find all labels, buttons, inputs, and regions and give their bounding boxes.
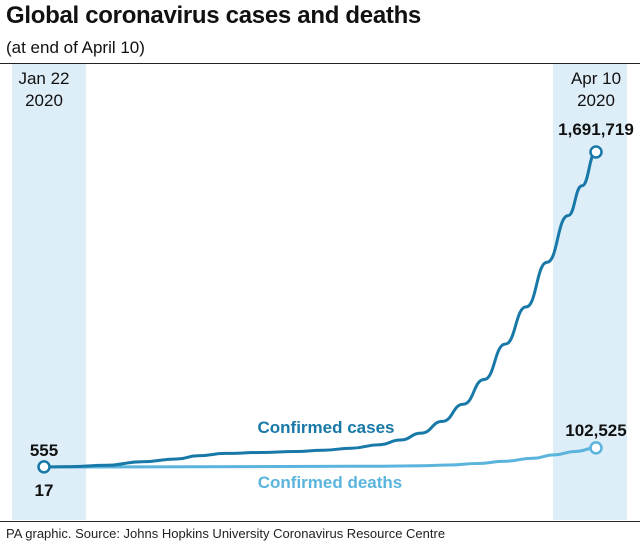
- end-date-band: [553, 64, 627, 520]
- cases-end-value-label: 1,691,719: [558, 120, 634, 139]
- deaths-series-label: Confirmed deaths: [258, 473, 403, 492]
- end-date-label: Apr 10: [571, 69, 621, 88]
- start-date-band: [12, 64, 86, 520]
- cases-end-point-marker: [589, 145, 603, 159]
- header-rule: [0, 63, 640, 64]
- deaths-end-value-label: 102,525: [565, 421, 626, 440]
- cases-series-label: Confirmed cases: [258, 418, 395, 437]
- start-year-label: 2020: [25, 91, 63, 110]
- cases-start-value-label: 555: [30, 441, 58, 460]
- end-year-label: 2020: [577, 91, 615, 110]
- series-line-confirmed-deaths: [42, 446, 598, 469]
- line-chart: Jan 22 2020 Apr 10 2020 555 17 1,691,719…: [12, 64, 634, 520]
- chart-subtitle: (at end of April 10): [6, 38, 145, 57]
- start-date-label: Jan 22: [18, 69, 69, 88]
- chart-title: Global coronavirus cases and deaths: [6, 2, 421, 29]
- deaths-end-point-marker: [589, 441, 603, 455]
- series-line-confirmed-cases: [42, 150, 598, 469]
- deaths-start-value-label: 17: [35, 481, 54, 500]
- footer-rule: [0, 521, 640, 522]
- source-note: PA graphic. Source: Johns Hopkins Univer…: [6, 526, 446, 541]
- start-point-marker: [37, 460, 51, 474]
